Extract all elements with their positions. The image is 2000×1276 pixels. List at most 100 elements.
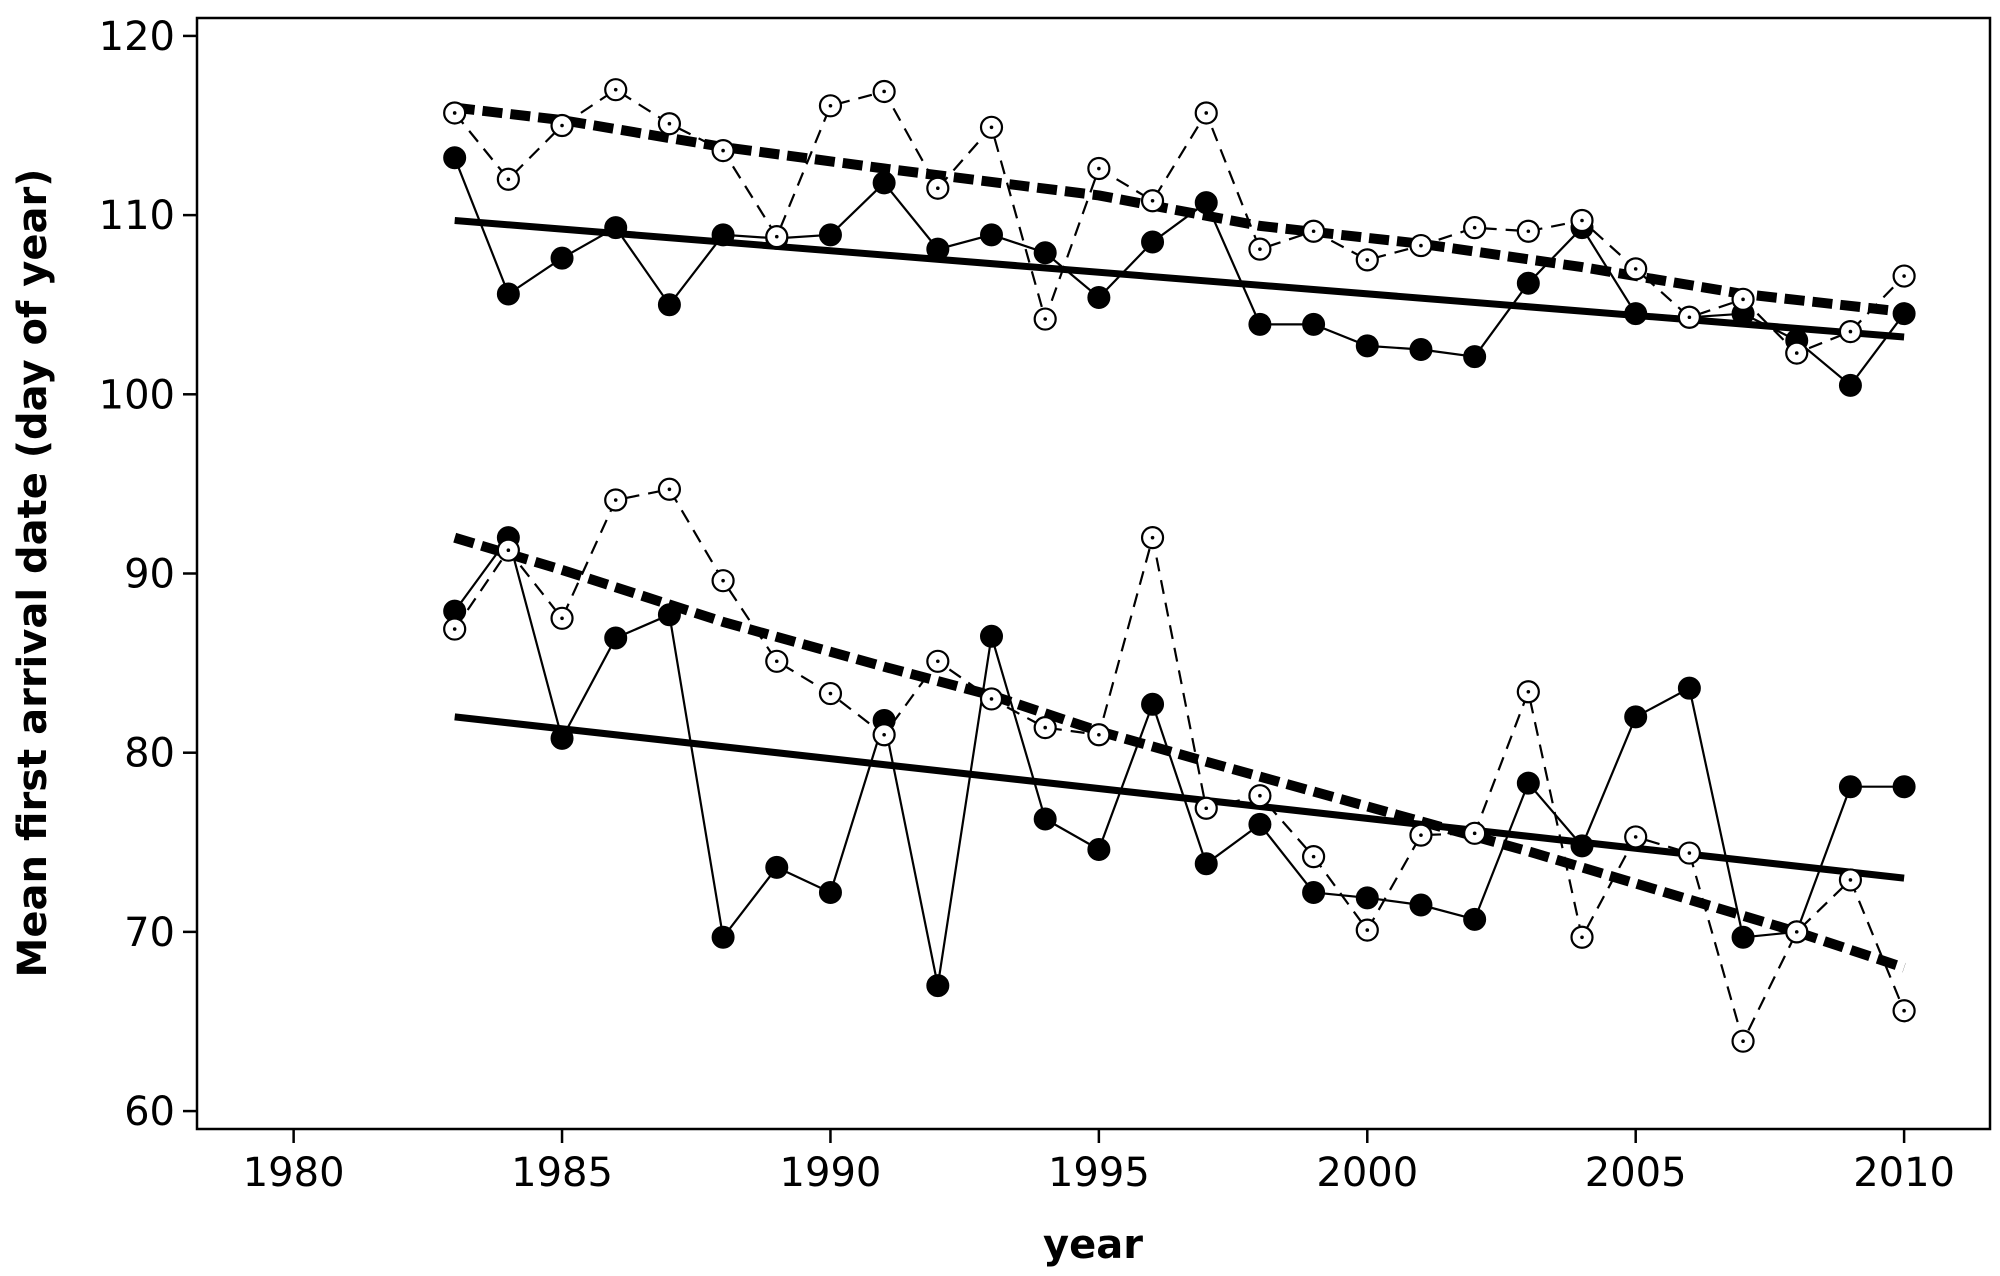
filled-point [818, 880, 842, 904]
y-axis-title: Mean first arrival date (day of year) [10, 169, 56, 978]
open-point-center [1526, 689, 1531, 694]
filled-point [1838, 373, 1862, 397]
filled-point [872, 171, 896, 195]
open-point-center [1741, 297, 1745, 302]
open-point-center [936, 659, 940, 664]
filled-point [926, 974, 950, 998]
filled-point [550, 246, 574, 270]
y-axis: 60 70 80 90 100 110 120 [99, 14, 197, 1135]
filled-point [765, 855, 789, 879]
filled-point [443, 146, 467, 170]
filled-point [711, 223, 735, 247]
filled-point [550, 726, 574, 750]
filled-point [1302, 880, 1326, 904]
open-point-center [882, 89, 886, 94]
open-point-center [452, 111, 457, 115]
open-point-center [882, 732, 886, 737]
open-point-center [1848, 878, 1853, 882]
y-tick-label: 70 [124, 910, 175, 956]
filled-point [657, 603, 681, 627]
open-point-center [989, 697, 994, 701]
filled-point [496, 282, 520, 306]
open-point-center [1902, 1008, 1906, 1013]
x-axis: 1980 1985 1990 1995 2000 2005 2010 [243, 1129, 1955, 1196]
open-point-center [1580, 218, 1584, 223]
filled-point [604, 216, 628, 240]
filled-point [980, 223, 1004, 247]
filled-point [711, 925, 735, 949]
open-point-center [613, 498, 618, 502]
filled-point [1302, 312, 1326, 336]
open-point-center [1258, 793, 1262, 798]
y-tick-label: 90 [124, 552, 175, 598]
filled-point [1087, 837, 1111, 861]
open-series [443, 477, 1916, 1053]
filled-point [1409, 338, 1433, 362]
open-point-center [1097, 732, 1101, 737]
filled-point [1248, 812, 1272, 836]
open-point-center [1311, 229, 1316, 234]
open-point-center [1794, 930, 1799, 934]
filled-point [1624, 302, 1648, 326]
open-point-center [774, 234, 779, 239]
open-point-center [560, 616, 564, 621]
filled-point [1516, 771, 1540, 795]
open-point-center [1472, 831, 1477, 836]
open-point-center [1258, 247, 1262, 251]
filled-point [1516, 271, 1540, 295]
filled-point [1248, 312, 1272, 336]
open-point-center [1043, 725, 1047, 730]
data-series [443, 78, 1916, 1053]
series-line [453, 157, 1905, 387]
open-point-center [1633, 835, 1638, 839]
open-point-center [1097, 166, 1101, 171]
filled-point [1463, 345, 1487, 369]
filled-point [1141, 692, 1165, 716]
open-point-center [989, 125, 994, 130]
filled-point [1731, 925, 1755, 949]
x-tick-label: 1995 [1048, 1150, 1150, 1196]
open-point-center [1633, 267, 1638, 271]
filled-point [1087, 286, 1111, 310]
open-point-center [828, 104, 833, 108]
open-point-center [1365, 258, 1370, 262]
y-tick-label: 80 [124, 731, 175, 777]
x-tick-label: 2010 [1853, 1150, 1955, 1196]
open-point-center [1419, 243, 1423, 248]
solid-trend-line [454, 713, 1905, 882]
filled-point [1033, 807, 1057, 831]
open-point-center [1526, 229, 1531, 234]
filled-point [1838, 775, 1862, 799]
series-line [453, 535, 1905, 986]
series-line [453, 488, 1906, 1045]
filled-point [1194, 852, 1218, 876]
filled-point [1624, 705, 1648, 729]
x-tick-label: 2005 [1585, 1150, 1687, 1196]
open-point-center [1204, 806, 1209, 811]
open-series [443, 78, 1916, 365]
filled-point [1570, 834, 1594, 858]
open-point-center [1687, 315, 1692, 320]
open-point-center [1848, 329, 1853, 334]
x-axis-title: year [1043, 1222, 1143, 1268]
filled-series [443, 526, 1916, 998]
filled-point [818, 223, 842, 247]
open-point-center [721, 148, 725, 153]
dashed-trend-line [454, 102, 1905, 317]
filled-point [1355, 334, 1379, 358]
filled-point [1892, 775, 1916, 799]
open-point-center [1150, 535, 1155, 540]
trend-lines [453, 102, 1906, 973]
open-point-center [1472, 225, 1477, 230]
open-point-center [506, 548, 511, 553]
series-line [453, 88, 1905, 355]
open-point-center [1902, 274, 1906, 278]
dashed-trend-line [453, 532, 1906, 973]
open-point-center [667, 121, 672, 126]
filled-point [604, 626, 628, 650]
filled-point [1194, 191, 1218, 215]
open-point-center [1741, 1039, 1745, 1043]
open-point-center [1311, 854, 1316, 859]
open-point-center [1365, 928, 1370, 932]
